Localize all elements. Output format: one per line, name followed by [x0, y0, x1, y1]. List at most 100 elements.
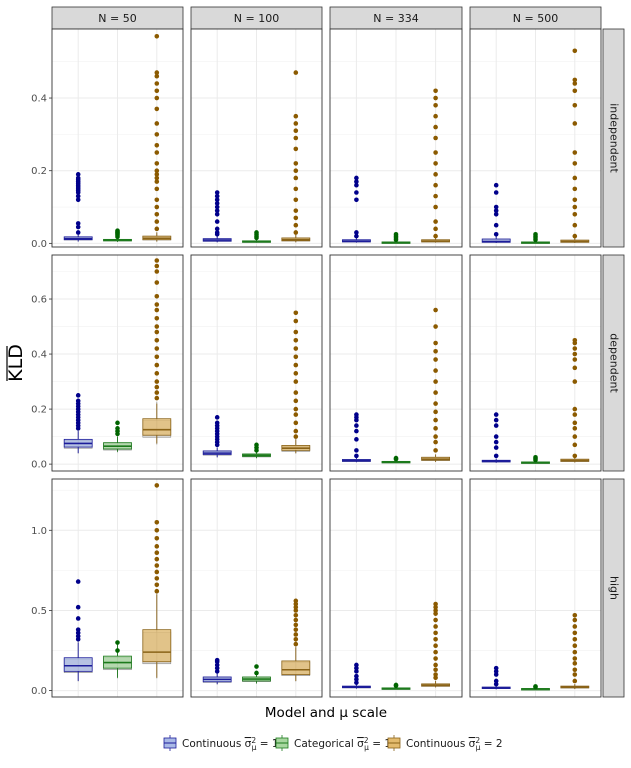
outlier-point: [493, 417, 499, 423]
outlier-point: [115, 228, 120, 233]
outlier-point: [572, 175, 578, 181]
outlier-point: [354, 448, 359, 453]
outlier-point: [572, 121, 578, 126]
outlier-point: [572, 197, 578, 203]
outlier-point: [572, 81, 578, 86]
row-strip: [602, 28, 625, 248]
boxplot: [341, 412, 371, 463]
outlier-point: [572, 649, 578, 655]
boxplot: [103, 228, 132, 242]
boxplot: [103, 420, 132, 453]
outlier-point: [154, 70, 160, 75]
outlier-point: [154, 483, 160, 488]
outlier-point: [293, 113, 299, 119]
outlier-point: [433, 426, 438, 431]
legend-label: Continuous σ2 μ = 1: [182, 736, 279, 752]
outlier-point: [154, 371, 160, 376]
outlier-point: [75, 630, 81, 636]
outlier-point: [154, 588, 160, 594]
outlier-point: [75, 627, 81, 632]
outlier-point: [293, 215, 299, 221]
outlier-point: [354, 182, 359, 188]
outlier-point: [293, 617, 299, 623]
outlier-point: [433, 448, 438, 453]
outlier-point: [214, 420, 220, 426]
outlier-point: [433, 182, 438, 188]
boxplot: [381, 231, 411, 244]
outlier-point: [293, 612, 299, 618]
panel: [329, 478, 463, 698]
legend-label-suffix: = 1: [369, 738, 391, 750]
panel: [190, 478, 323, 698]
outlier-point: [154, 519, 160, 525]
column-strip-label: N = 334: [373, 12, 418, 25]
outlier-point: [293, 636, 299, 642]
outlier-point: [433, 624, 438, 629]
outlier-point: [572, 357, 578, 362]
boxplot: [560, 612, 590, 690]
boxplot: [242, 230, 271, 243]
panel: [329, 254, 463, 472]
outlier-point: [293, 601, 299, 607]
outlier-point: [75, 633, 81, 639]
y-tick-label: 0.6: [31, 295, 47, 306]
panel-border: [469, 28, 602, 248]
outlier-point: [572, 212, 578, 217]
outlier-point: [154, 150, 160, 155]
legend-label: Continuous σ2 μ = 2: [406, 736, 503, 752]
outlier-point: [433, 401, 438, 406]
outlier-point: [433, 135, 438, 141]
box: [281, 660, 311, 675]
outlier-point: [214, 662, 220, 668]
outlier-point: [293, 128, 299, 134]
y-tick-label: 0.2: [31, 166, 47, 177]
column-strips: N = 50 N = 100 N = 334 N = 500: [51, 6, 602, 30]
outlier-point: [433, 656, 438, 661]
outlier-point: [214, 204, 220, 210]
outlier-point: [214, 208, 220, 213]
outlier-point: [433, 379, 438, 384]
outlier-point: [493, 190, 499, 195]
outlier-point: [572, 48, 578, 54]
outlier-point: [433, 172, 438, 177]
y-axes: 0.0 0.2 0.4 0.0 0.2 0.4 0.6 0.0 0.5 1.0: [31, 94, 52, 697]
boxplot: [63, 172, 93, 242]
outlier-point: [433, 340, 438, 346]
outlier-point: [293, 390, 299, 395]
boxplot: [142, 483, 172, 679]
outlier-point: [293, 70, 299, 75]
legend-label-suffix: = 2: [480, 738, 502, 750]
outlier-point: [433, 95, 438, 101]
column-strip-label: N = 100: [234, 12, 279, 25]
outlier-point: [154, 197, 160, 203]
outlier-point: [433, 636, 438, 642]
outlier-point: [433, 675, 438, 681]
outlier-point: [572, 379, 578, 384]
panel: [329, 28, 463, 248]
outlier-point: [433, 409, 438, 415]
outlier-point: [493, 669, 499, 674]
outlier-point: [572, 636, 578, 642]
outlier-point: [115, 648, 120, 653]
outlier-point: [354, 677, 359, 682]
outlier-point: [154, 132, 160, 137]
boxplot: [202, 190, 232, 243]
panel: [51, 28, 184, 248]
outlier-point: [154, 550, 160, 556]
outlier-point: [433, 103, 438, 108]
outlier-point: [572, 186, 578, 192]
boxplot: [341, 175, 371, 243]
row-strip: [602, 254, 625, 472]
boxplot: [242, 442, 271, 459]
outlier-point: [572, 434, 578, 439]
boxplot: [421, 307, 451, 463]
outlier-point: [572, 161, 578, 166]
boxplot: [142, 258, 172, 445]
y-tick-label: 0.0: [31, 686, 47, 697]
outlier-point: [433, 667, 438, 673]
outlier-point: [572, 426, 578, 431]
outlier-point: [293, 412, 299, 417]
outlier-point: [354, 453, 359, 459]
outlier-point: [572, 204, 578, 210]
panel: [469, 478, 602, 698]
